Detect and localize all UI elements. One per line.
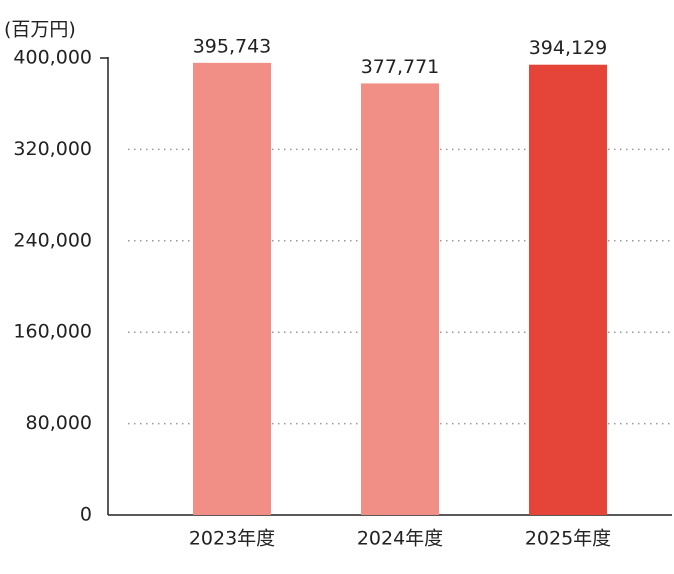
bar [361, 83, 439, 515]
y-tick-label: 400,000 [13, 47, 92, 69]
y-tick-label: 320,000 [13, 138, 92, 160]
y-tick-label: 240,000 [13, 229, 92, 251]
x-tick-label: 2024年度 [357, 528, 443, 550]
bar [193, 62, 271, 516]
y-tick-label: 0 [80, 504, 92, 526]
value-label: 395,743 [193, 35, 272, 57]
y-tick-label: 80,000 [26, 412, 92, 434]
value-label: 377,771 [361, 56, 440, 78]
y-axis-label: (百万円) [4, 19, 76, 41]
value-label: 394,129 [529, 37, 608, 59]
x-tick-label: 2025年度 [525, 528, 611, 550]
y-tick-label: 160,000 [13, 321, 92, 343]
bar [529, 64, 607, 516]
x-tick-label: 2023年度 [189, 528, 275, 550]
